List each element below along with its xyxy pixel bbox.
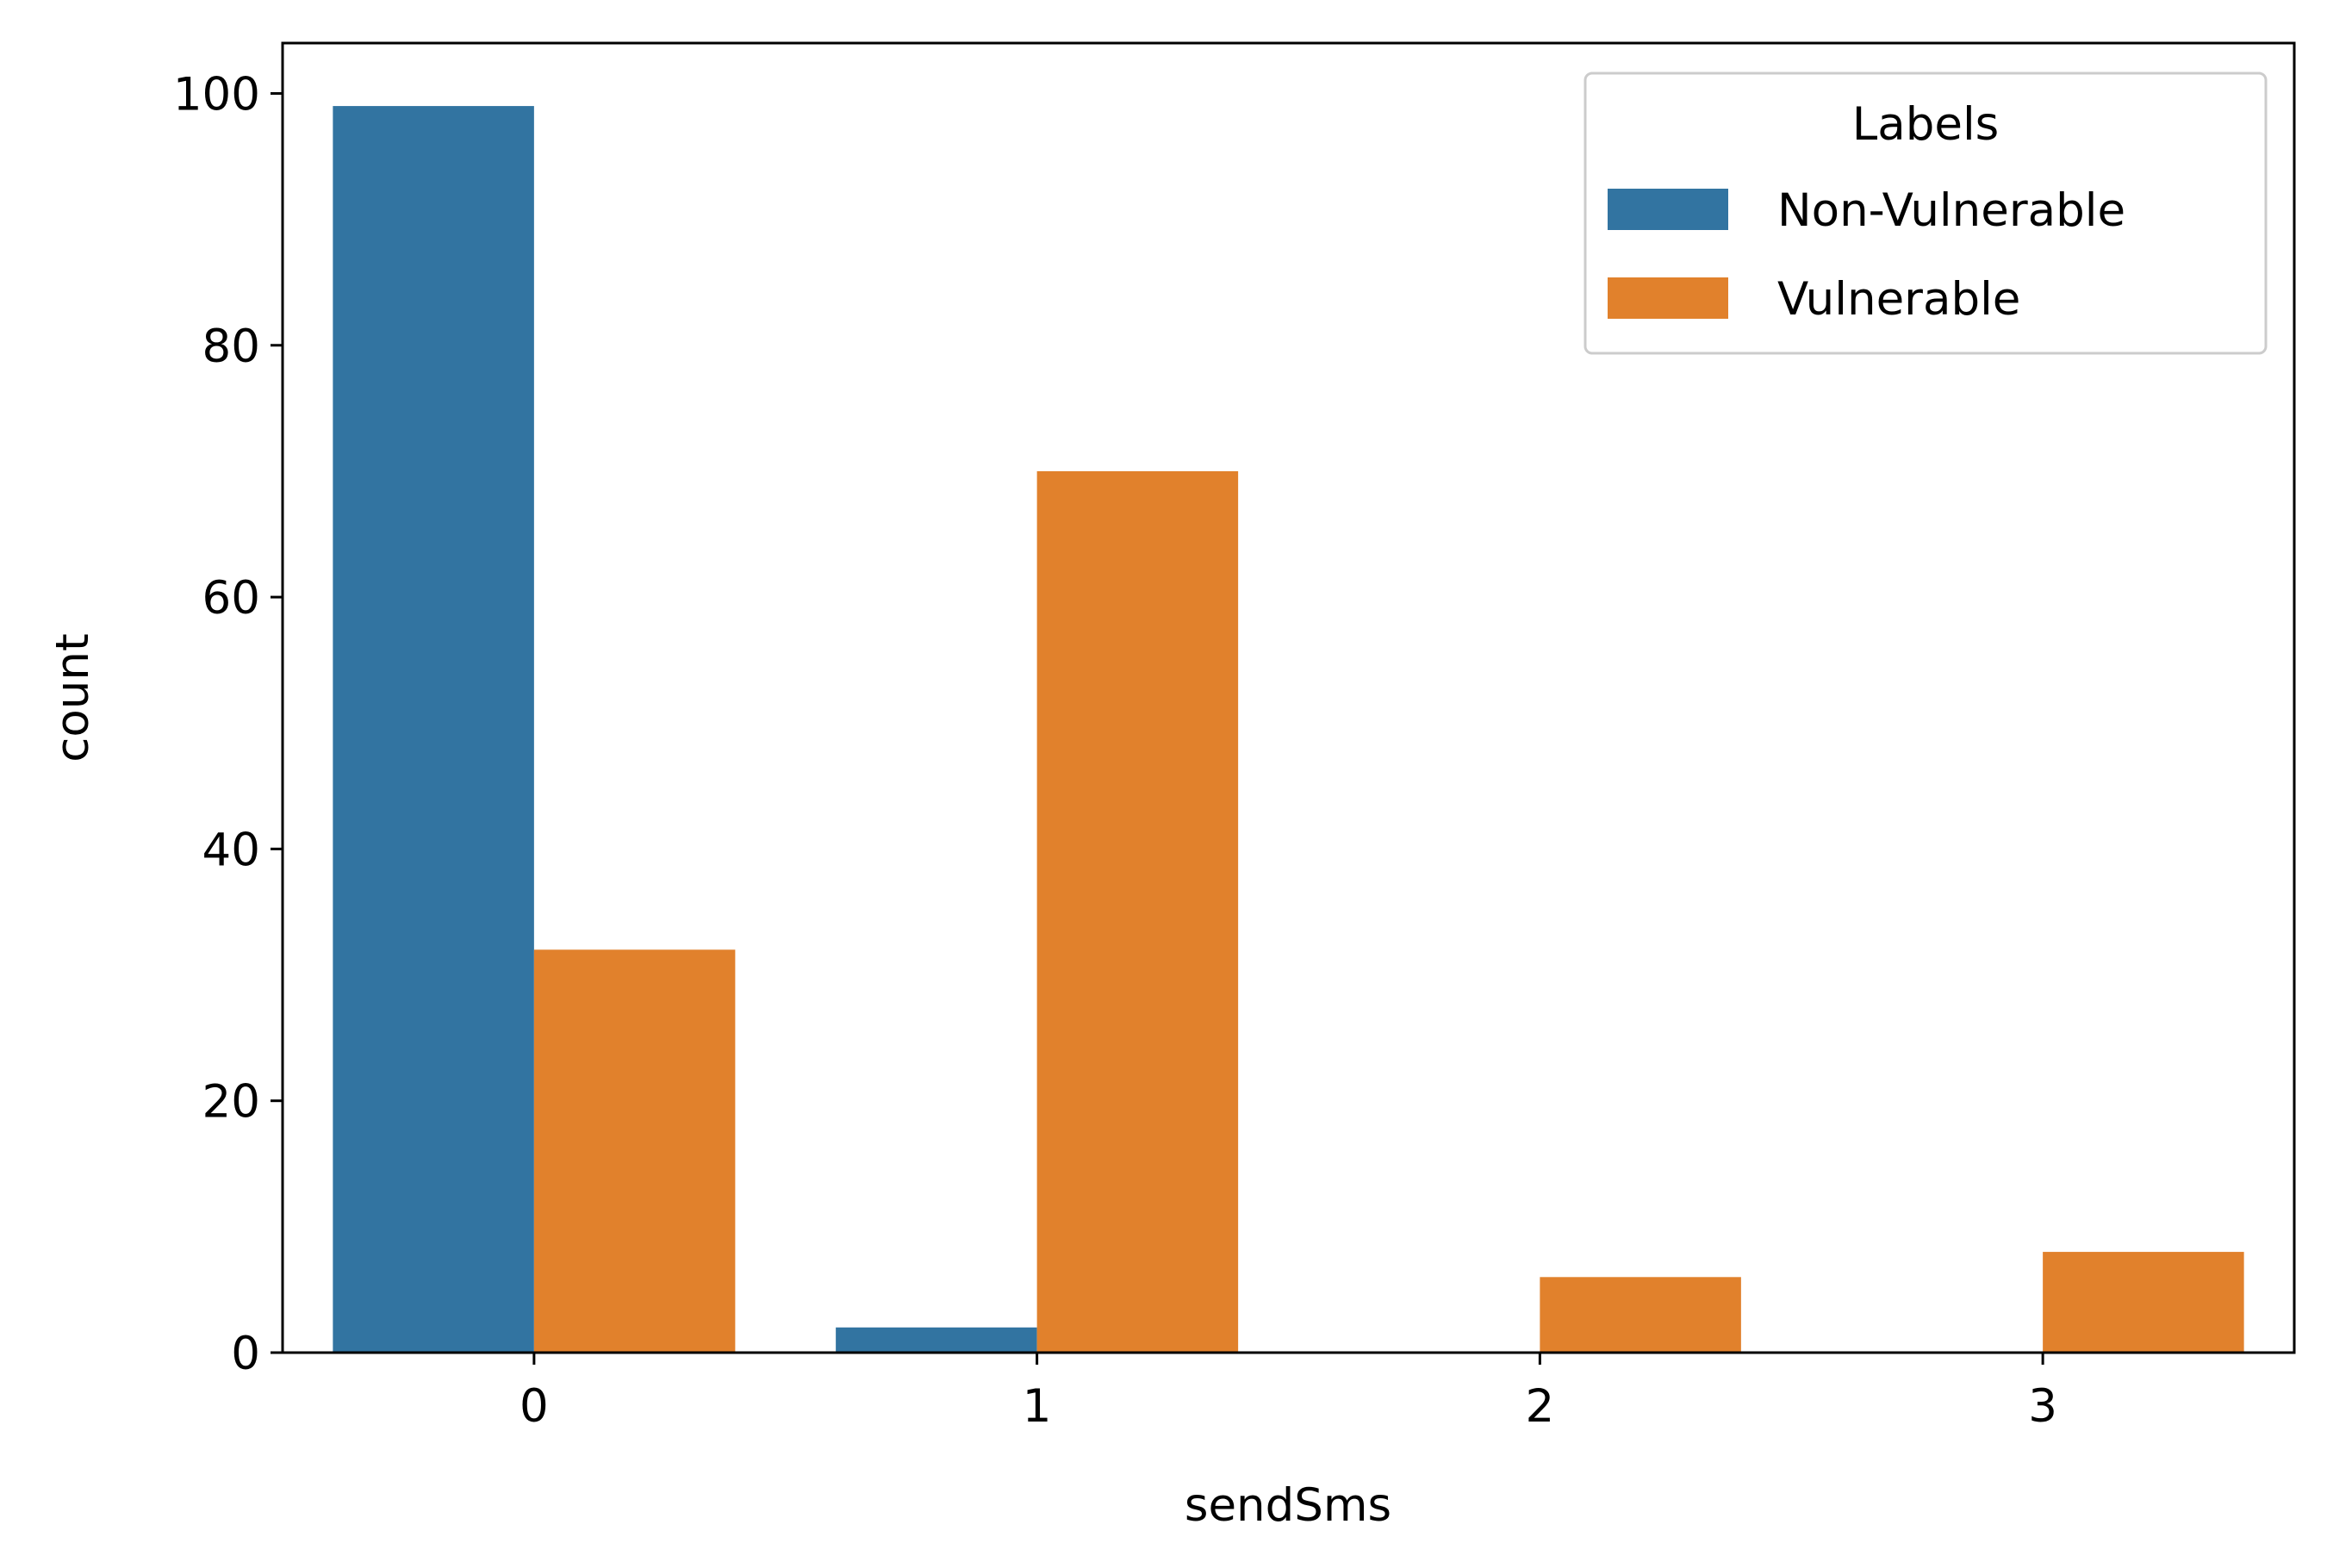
x-axis: 0 1 2 3	[520, 1353, 2057, 1433]
x-tick-label-2: 2	[1526, 1380, 1555, 1433]
x-tick-label-0: 0	[520, 1380, 549, 1433]
legend-swatch-vulnerable	[1608, 277, 1728, 319]
legend-label-vulnerable: Vulnerable	[1777, 273, 2020, 326]
legend-title: Labels	[1852, 98, 2000, 151]
y-tick-label-80: 80	[202, 320, 260, 373]
bar-vulnerable-1	[1036, 470, 1239, 1353]
y-axis-label: count	[47, 633, 99, 762]
bar-vulnerable-2	[1540, 1277, 1741, 1353]
bars-group	[333, 106, 2244, 1353]
bar-vulnerable-3	[2043, 1252, 2244, 1353]
x-axis-label: sendSms	[1185, 1479, 1391, 1532]
x-tick-label-3: 3	[2028, 1380, 2057, 1433]
plot-frame	[281, 41, 2296, 1354]
y-tick-label-20: 20	[202, 1076, 260, 1129]
y-tick-label-0: 0	[231, 1328, 260, 1380]
bar-non-vulnerable-0	[333, 106, 534, 1353]
legend-swatch-non-vulnerable	[1608, 189, 1728, 230]
x-tick-label-1: 1	[1023, 1380, 1052, 1433]
legend-label-non-vulnerable: Non-Vulnerable	[1777, 184, 2125, 237]
y-axis: 0 20 40 60 80 100	[173, 68, 283, 1380]
bar-vulnerable-0	[533, 949, 736, 1353]
y-tick-label-40: 40	[202, 824, 260, 876]
y-tick-label-60: 60	[202, 572, 260, 625]
y-tick-label-100: 100	[173, 68, 260, 121]
legend-box	[1583, 72, 2268, 355]
legend: Labels Non-Vulnerable Vulnerable	[1583, 72, 2268, 355]
bar-non-vulnerable-1	[836, 1327, 1037, 1353]
